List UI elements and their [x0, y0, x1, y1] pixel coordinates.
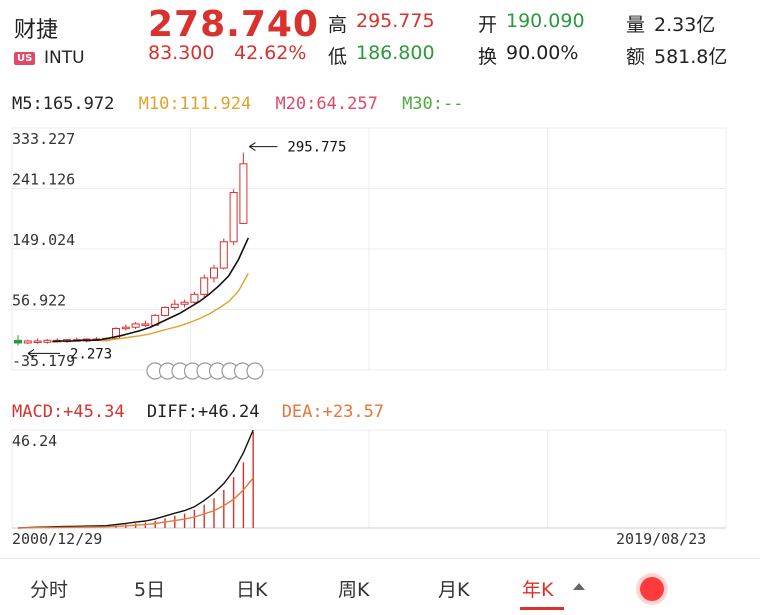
low-arrowhead-icon: [27, 348, 35, 358]
y-tick-label: 241.126: [12, 170, 75, 188]
kline-chart[interactable]: 333.227 241.126 149.024 56.922 -35.179 295.7…: [0, 120, 760, 390]
diff-line: [17, 429, 254, 529]
ma-legend: M5:165.972 M10:111.924 M20:64.257 M30:--: [12, 94, 477, 114]
ticker-symbol: INTU: [44, 48, 85, 68]
candle-body: [161, 306, 169, 316]
candle-body: [141, 323, 150, 326]
caret-up-icon[interactable]: [573, 583, 585, 590]
high-arrowhead-icon: [249, 142, 256, 152]
y-tick-label: 56.922: [12, 292, 66, 310]
turnover-value: 90.00%: [506, 42, 579, 64]
ma10-line: [101, 273, 249, 342]
end-date: 2019/08/23: [616, 530, 707, 548]
period-tabs: 分时 5日 日K 周K 月K 年K: [0, 558, 760, 615]
candle-body: [200, 277, 209, 295]
high-value: 295.775: [356, 10, 435, 32]
tab-monthly-k[interactable]: 月K: [438, 579, 470, 601]
macd-chart[interactable]: [0, 428, 760, 530]
low-value: 186.800: [356, 42, 435, 64]
tab-daily-k[interactable]: 日K: [236, 579, 268, 601]
turnover-label: 换: [478, 46, 498, 68]
candle-body: [170, 303, 179, 308]
price-change: 83.300: [148, 42, 215, 64]
candle-body: [219, 241, 228, 269]
tab-intraday[interactable]: 分时: [30, 579, 69, 601]
y-tick-label: 149.024: [12, 231, 75, 249]
market-badge: US: [14, 52, 36, 65]
candle-body: [210, 267, 218, 279]
high-label: 高: [328, 14, 348, 36]
high-annotation: 295.775: [287, 140, 346, 156]
tab-weekly-k[interactable]: 周K: [338, 579, 370, 601]
open-label: 开: [478, 14, 498, 36]
candle-body: [131, 323, 140, 328]
candle-body: [239, 163, 248, 224]
active-tab-indicator: [520, 607, 564, 610]
tab-5day[interactable]: 5日: [134, 579, 166, 601]
candle-body: [121, 326, 130, 330]
volume-value: 2.33亿: [654, 14, 716, 36]
macd-label: MACD:+45.34: [12, 402, 125, 422]
event-marker-icon: [246, 362, 264, 380]
current-price: 278.740: [148, 4, 319, 45]
price-change-percent: 42.62%: [234, 42, 307, 64]
dea-line: [17, 477, 254, 529]
record-button-icon[interactable]: [640, 577, 664, 601]
candle-body: [43, 339, 52, 343]
candle-body: [33, 340, 42, 343]
amount-label: 额: [626, 46, 646, 68]
ma30-label: M30:--: [402, 94, 464, 114]
y-tick-label: -35.179: [12, 352, 75, 370]
diff-label: DIFF:+46.24: [146, 402, 260, 422]
candle-body: [14, 339, 22, 344]
low-label: 低: [328, 46, 348, 68]
dea-label: DEA:+23.57: [281, 402, 385, 422]
low-annotation: 2.273: [70, 346, 112, 362]
ma20-label: M20:64.257: [275, 94, 378, 114]
macd-legend: MACD:+45.34 DIFF:+46.24 DEA:+23.57: [12, 402, 384, 422]
candle-body: [180, 301, 189, 305]
y-tick-label: 333.227: [12, 130, 75, 148]
macd-y-top: 46.24: [12, 432, 58, 450]
candle-body: [229, 192, 238, 243]
stock-name: 财捷: [14, 18, 59, 43]
start-date: 2000/12/29: [12, 530, 103, 548]
ma10-label: M10:111.924: [138, 94, 252, 114]
volume-label: 量: [626, 14, 646, 36]
candle-body: [23, 340, 32, 344]
amount-value: 581.8亿: [654, 46, 728, 68]
tab-yearly-k[interactable]: 年K: [522, 579, 554, 601]
ma5-line: [52, 237, 250, 343]
candle-body: [190, 293, 199, 303]
open-value: 190.090: [506, 10, 585, 32]
ma5-label: M5:165.972: [12, 94, 115, 114]
